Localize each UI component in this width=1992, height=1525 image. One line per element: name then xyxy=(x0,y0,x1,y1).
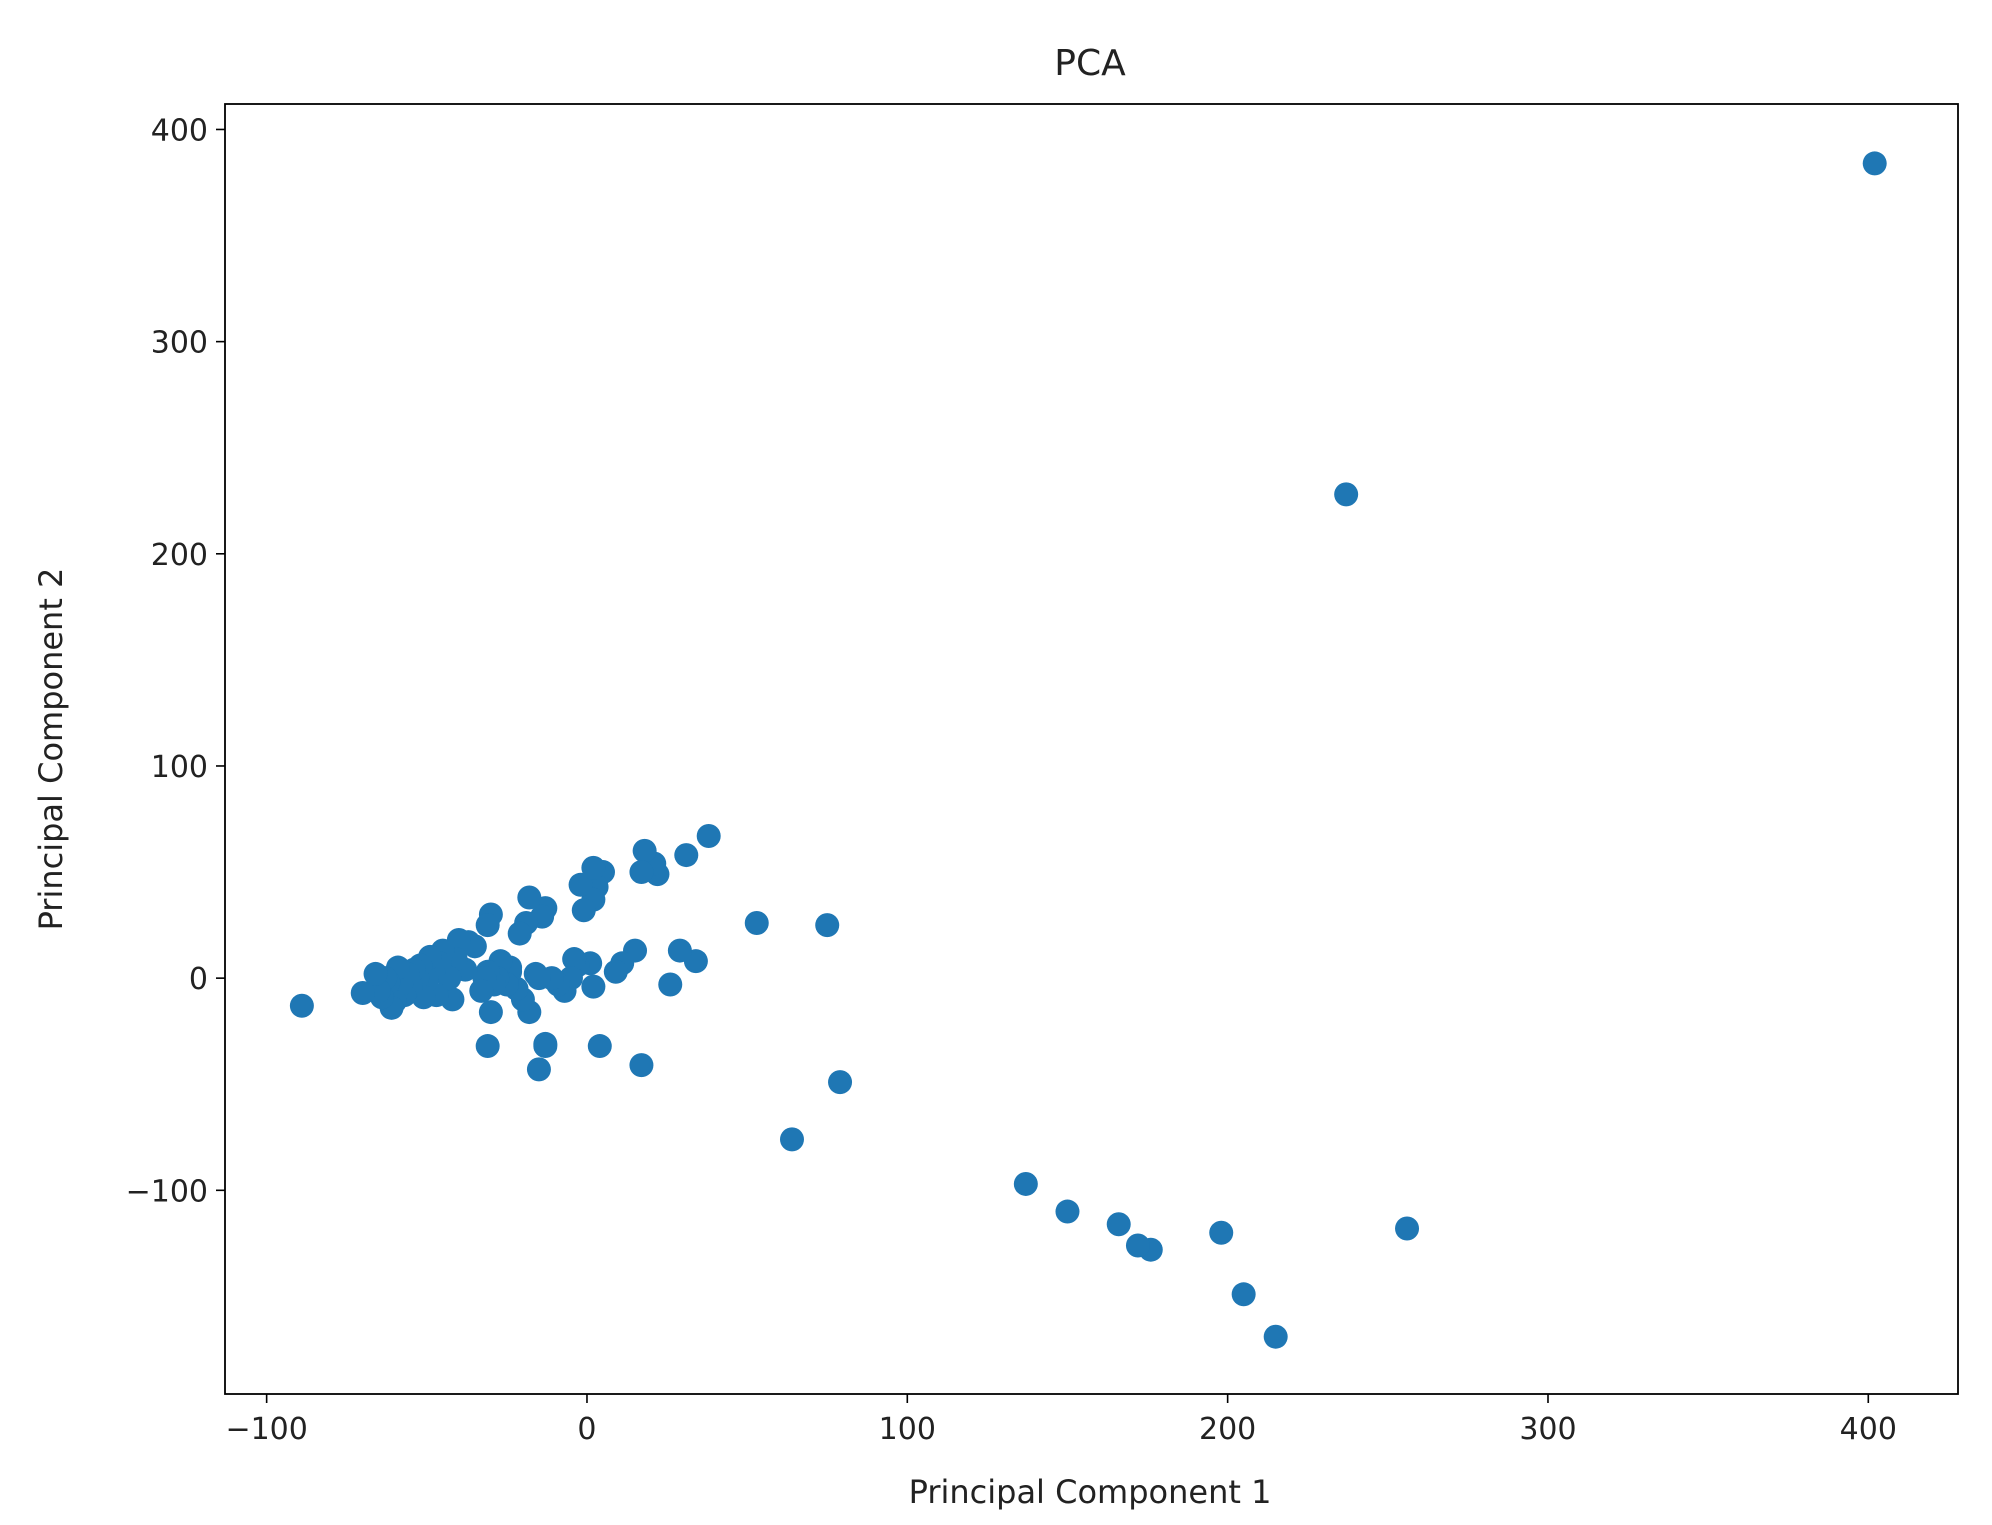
x-tick-label: 200 xyxy=(1199,1412,1256,1447)
data-point xyxy=(562,947,587,972)
data-point xyxy=(363,961,388,986)
data-point xyxy=(632,838,657,863)
data-point xyxy=(469,978,494,1003)
data-point xyxy=(779,1127,804,1152)
y-axis-label: Principal Component 2 xyxy=(32,568,70,931)
x-axis-label: Principal Component 1 xyxy=(909,1473,1272,1511)
x-tick-label: 100 xyxy=(879,1412,936,1447)
data-point xyxy=(1334,482,1359,507)
data-point xyxy=(571,898,596,923)
data-points xyxy=(289,151,1887,1349)
data-point xyxy=(744,910,769,935)
y-tick-label: 0 xyxy=(189,962,208,997)
data-point xyxy=(507,921,532,946)
data-point xyxy=(526,1057,551,1082)
data-point xyxy=(475,1034,500,1059)
data-point xyxy=(1209,1220,1234,1245)
data-point xyxy=(289,993,314,1018)
x-tick-label: 400 xyxy=(1840,1412,1897,1447)
data-point xyxy=(587,1034,612,1059)
data-point xyxy=(526,966,551,991)
data-point xyxy=(350,980,375,1005)
y-tick-label: −100 xyxy=(126,1174,208,1209)
y-tick-label: 300 xyxy=(151,326,208,361)
data-point xyxy=(667,938,692,963)
data-point xyxy=(517,885,542,910)
data-point xyxy=(478,1000,503,1025)
data-point xyxy=(581,974,606,999)
plot-area-frame xyxy=(224,103,1959,1395)
y-axis-ticks: −100 0 100 200 300 400 xyxy=(126,113,225,1209)
data-point xyxy=(674,843,699,868)
data-point xyxy=(1395,1216,1420,1241)
data-point xyxy=(533,1034,558,1059)
data-point xyxy=(603,959,628,984)
data-point xyxy=(1055,1199,1080,1224)
data-point xyxy=(629,860,654,885)
data-point xyxy=(1263,1324,1288,1349)
data-point xyxy=(1106,1212,1131,1237)
y-tick-label: 100 xyxy=(151,750,208,785)
data-point xyxy=(696,823,721,848)
x-tick-label: −100 xyxy=(225,1412,307,1447)
data-point xyxy=(1231,1282,1256,1307)
data-point xyxy=(1013,1171,1038,1196)
data-point xyxy=(581,855,606,880)
x-tick-label: 300 xyxy=(1519,1412,1576,1447)
y-tick-label: 400 xyxy=(151,113,208,148)
chart-title: PCA xyxy=(1054,43,1126,84)
data-point xyxy=(815,913,840,938)
data-point xyxy=(1125,1233,1150,1258)
x-tick-label: 0 xyxy=(577,1412,596,1447)
data-point xyxy=(629,1053,654,1078)
y-tick-label: 200 xyxy=(151,538,208,573)
data-point xyxy=(475,913,500,938)
data-point xyxy=(1862,151,1887,176)
data-point xyxy=(828,1070,853,1095)
data-point xyxy=(568,872,593,897)
x-axis-ticks: −100 0 100 200 300 400 xyxy=(225,1394,1897,1447)
data-point xyxy=(658,972,683,997)
